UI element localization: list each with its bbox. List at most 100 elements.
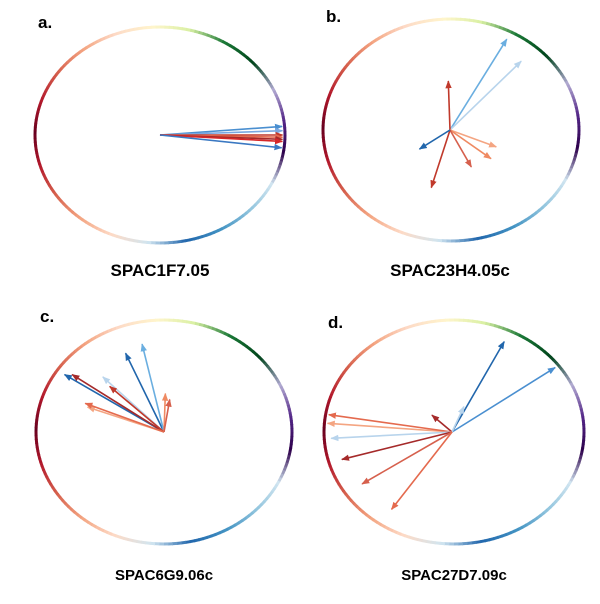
- ring-segment: [326, 159, 331, 165]
- ring-segment: [262, 73, 268, 80]
- ring-segment: [255, 353, 261, 359]
- ring-segment: [127, 537, 134, 543]
- ring-segment: [65, 205, 72, 212]
- ring-segment: [467, 319, 474, 323]
- ring-segment: [338, 183, 344, 190]
- ring-segment: [464, 18, 470, 22]
- ring-segment: [74, 213, 81, 219]
- phase-arrow: [84, 402, 165, 433]
- phase-arrow: [109, 385, 165, 433]
- ring-segment: [536, 345, 543, 351]
- ring-segment: [325, 155, 330, 162]
- ring-segment: [47, 184, 54, 190]
- ring-segment: [45, 180, 51, 187]
- ring-segment: [241, 342, 248, 348]
- ring-segment: [83, 518, 90, 524]
- ring-segment: [403, 534, 411, 539]
- ring-segment: [571, 385, 577, 392]
- ring-segment: [47, 479, 53, 486]
- ring-segment: [476, 320, 483, 325]
- ring-segment: [128, 238, 135, 243]
- ring-segment: [427, 237, 434, 242]
- ring-segment: [336, 180, 342, 187]
- ring-segment: [40, 170, 46, 177]
- phase-ring: [321, 17, 581, 243]
- ring-segment: [44, 177, 49, 184]
- ring-segment: [198, 322, 205, 328]
- ring-segment: [362, 510, 368, 517]
- ring-segment: [480, 320, 487, 325]
- ring-segment: [405, 232, 412, 238]
- ring-segment: [560, 73, 566, 80]
- ring-segment: [385, 224, 392, 230]
- ring-segment: [231, 335, 238, 341]
- ring-segment: [383, 525, 390, 531]
- phase-arrow: [390, 431, 453, 511]
- ring-segment: [432, 238, 438, 242]
- phase-ring: [34, 318, 294, 546]
- ring-segment: [37, 159, 42, 166]
- arrow-group: [418, 38, 522, 189]
- ring-segment: [78, 216, 84, 222]
- ring-segment: [506, 328, 513, 334]
- ring-segment: [323, 148, 328, 154]
- panel-letter: c.: [40, 307, 54, 326]
- ring-segment: [172, 26, 179, 30]
- ring-segment: [323, 446, 328, 452]
- ring-segment: [42, 468, 47, 475]
- phase-arrow: [449, 38, 508, 131]
- ring-segment: [538, 49, 545, 55]
- ring-segment: [349, 499, 356, 506]
- phase-ring: [322, 318, 586, 546]
- ring-segment: [76, 513, 83, 519]
- ring-segment: [269, 83, 275, 90]
- ring-segment: [545, 54, 551, 61]
- phase-arrow: [445, 80, 452, 131]
- ring-segment: [558, 365, 564, 371]
- ring-segment: [334, 177, 340, 183]
- ring-segment: [555, 362, 561, 368]
- ring-segment: [181, 319, 188, 324]
- ring-segment: [57, 196, 63, 203]
- ring-segment: [578, 404, 583, 410]
- panel-b: b. SPAC23H4.05c: [321, 7, 581, 280]
- ring-segment: [506, 28, 513, 34]
- ring-segment: [106, 530, 113, 536]
- ring-segment: [271, 86, 276, 93]
- ring-segment: [288, 412, 293, 418]
- ring-segment: [510, 329, 517, 335]
- ring-segment: [481, 20, 488, 25]
- ring-segment: [140, 540, 147, 545]
- ring-segment: [370, 215, 377, 222]
- ring-segment: [472, 19, 479, 24]
- ring-segment: [211, 326, 218, 332]
- ring-segment: [50, 187, 56, 194]
- panel-c: c. SPAC6G9.06c: [34, 307, 294, 584]
- ring-segment: [529, 340, 536, 346]
- ring-segment: [418, 236, 425, 241]
- phase-arrow: [341, 431, 453, 461]
- ring-segment: [352, 502, 359, 509]
- ring-segment: [347, 496, 353, 502]
- ring-segment: [569, 382, 575, 388]
- ring-segment: [562, 77, 568, 83]
- ring-segment: [330, 468, 335, 475]
- ring-segment: [115, 234, 122, 240]
- ring-segment: [88, 222, 95, 228]
- ring-segment: [368, 516, 375, 522]
- ring-segment: [227, 333, 234, 339]
- ring-segment: [567, 378, 573, 385]
- phase-arrow: [418, 129, 451, 150]
- ring-segment: [571, 95, 576, 101]
- ring-segment: [53, 489, 60, 496]
- ring-segment: [206, 33, 213, 39]
- gene-label: SPAC1F7.05: [111, 261, 210, 280]
- ring-segment: [542, 51, 548, 58]
- ring-segment: [94, 525, 101, 531]
- ring-segment: [221, 40, 228, 46]
- ring-segment: [287, 408, 292, 414]
- ring-segment: [268, 368, 275, 375]
- ring-segment: [81, 218, 88, 224]
- ring-segment: [549, 355, 556, 362]
